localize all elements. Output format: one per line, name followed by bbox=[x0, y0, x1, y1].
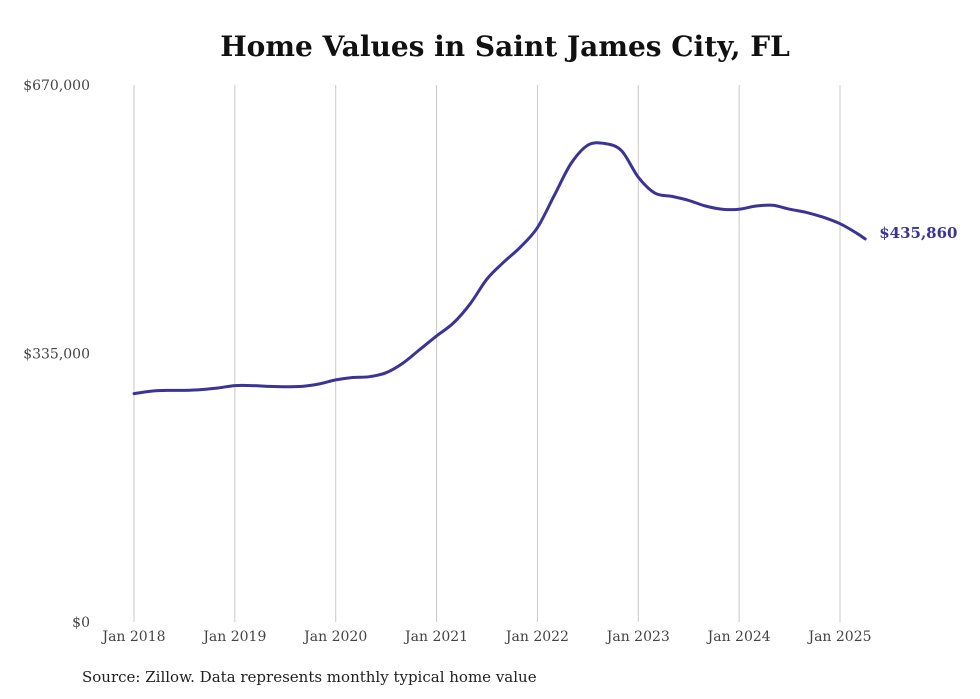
end-value-label: $435,860 bbox=[879, 224, 957, 242]
x-tick-label: Jan 2018 bbox=[100, 629, 165, 645]
x-tick-label: Jan 2022 bbox=[504, 629, 569, 645]
series-line bbox=[132, 141, 867, 396]
x-tick-label: Jan 2021 bbox=[403, 629, 468, 645]
end-label-layer: $435,860 bbox=[879, 224, 957, 242]
y-axis-ticks: $0 $335,000 $670,000 bbox=[23, 78, 90, 631]
y-tick-label: $335,000 bbox=[23, 347, 90, 363]
y-tick-label: $670,000 bbox=[23, 78, 90, 94]
grid-layer bbox=[133, 85, 841, 622]
x-tick-label: Jan 2024 bbox=[706, 629, 771, 645]
x-axis-ticks: Jan 2018 Jan 2019 Jan 2020 Jan 2021 Jan 2022… bbox=[100, 629, 871, 645]
y-tick-label: $0 bbox=[72, 615, 90, 631]
source-note: Source: Zillow. Data represents monthly … bbox=[82, 668, 537, 686]
x-tick-label: Jan 2019 bbox=[201, 629, 266, 645]
x-tick-label: Jan 2025 bbox=[806, 629, 871, 645]
series-layer bbox=[132, 141, 867, 396]
x-tick-label: Jan 2020 bbox=[302, 629, 367, 645]
chart-title: Home Values in Saint James City, FL bbox=[220, 30, 790, 63]
x-tick-label: Jan 2023 bbox=[605, 629, 670, 645]
